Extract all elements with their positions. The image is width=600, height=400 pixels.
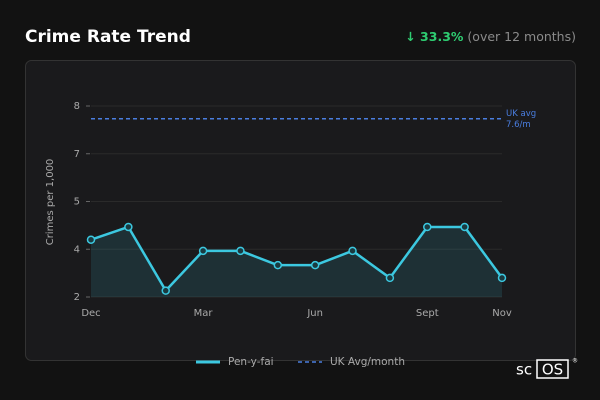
point bbox=[460, 222, 469, 232]
point bbox=[124, 222, 133, 232]
point bbox=[497, 273, 507, 283]
point bbox=[273, 260, 283, 270]
point bbox=[86, 235, 96, 244]
x-tick-label: Nov bbox=[492, 308, 512, 319]
y-tick-label: 5 bbox=[74, 197, 80, 208]
change: ↓ 33.3% bbox=[405, 29, 464, 44]
logo-text: OS bbox=[542, 361, 563, 379]
y-tick-label: 7 bbox=[74, 149, 80, 160]
y-tick-label: 4 bbox=[74, 244, 80, 255]
point bbox=[385, 273, 395, 283]
y-tick-label: 8 bbox=[74, 101, 80, 112]
logo-mark: ® bbox=[572, 358, 578, 365]
change-summary: ↓ 33.3% (over 12 months) bbox=[405, 29, 576, 44]
y-axis-label: Crimes per 1,000 bbox=[45, 159, 56, 246]
logo: sc OS ® bbox=[516, 358, 578, 379]
point bbox=[348, 246, 357, 256]
line bbox=[90, 225, 504, 292]
legend-label: Pen-y-fai bbox=[228, 356, 274, 368]
x-tick-label: Dec bbox=[81, 308, 100, 319]
point bbox=[310, 260, 320, 270]
legend-label: UK Avg/month bbox=[330, 356, 405, 368]
x-tick-label: Sept bbox=[416, 308, 439, 319]
change-note: (over 12 months) bbox=[467, 29, 576, 44]
point bbox=[236, 246, 245, 256]
reference-label: 7.6/m bbox=[506, 120, 531, 130]
point bbox=[198, 246, 208, 256]
point bbox=[423, 222, 432, 232]
reference-label: UK avg bbox=[506, 109, 536, 119]
x-tick-label: Mar bbox=[194, 308, 214, 319]
logo-box bbox=[536, 359, 569, 379]
x-tick-label: Jun bbox=[306, 308, 323, 319]
logo-text: sc bbox=[516, 361, 532, 379]
chart-title: Crime Rate Trend bbox=[25, 27, 191, 47]
y-tick-label: 2 bbox=[74, 292, 80, 303]
point bbox=[161, 286, 170, 295]
area bbox=[91, 226, 502, 297]
